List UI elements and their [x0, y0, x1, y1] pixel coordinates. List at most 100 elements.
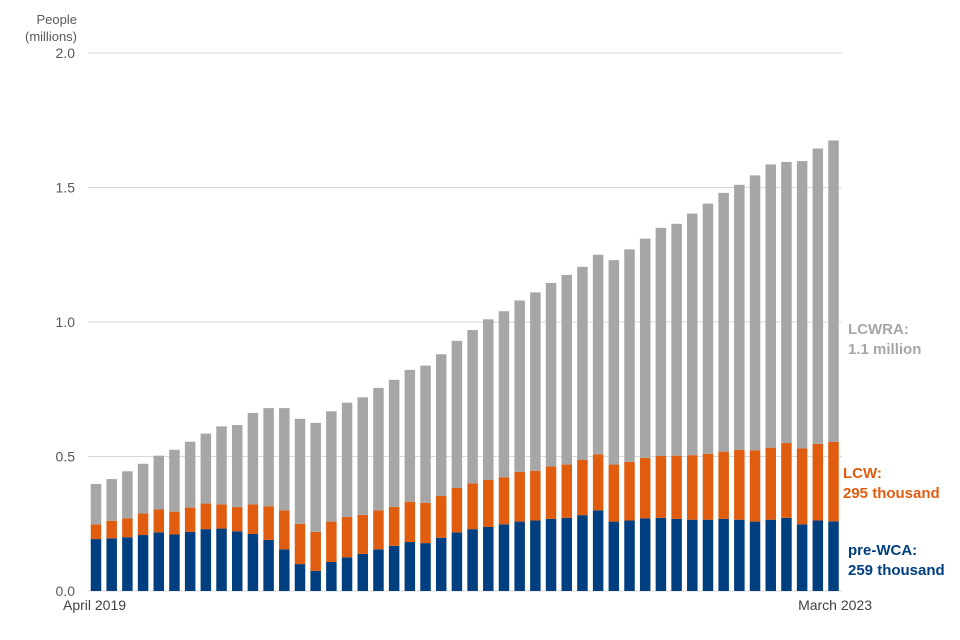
bar-segment-lcw	[216, 504, 227, 529]
bar-segment-lcwra	[137, 463, 149, 514]
bar-segment-lcwra	[734, 184, 745, 450]
y-tick-label: 1.0	[56, 314, 76, 330]
bar-segment-pre-wca	[388, 545, 400, 591]
bar-segment-lcw	[592, 454, 604, 511]
bar-segment-pre-wca	[702, 519, 714, 591]
bar-segment-lcw	[514, 471, 525, 522]
y-tick-labels: 0.0 0.5 1.0 1.5 2.0	[56, 45, 76, 599]
bar-segment-lcwra	[169, 449, 180, 512]
y-tick-label: 1.5	[56, 180, 76, 196]
bar-segment-pre-wca	[122, 537, 133, 591]
bar-segment-pre-wca	[765, 519, 776, 591]
bar-segment-lcw	[137, 513, 149, 536]
bar-segment-lcw	[624, 461, 635, 521]
bar-segment-pre-wca	[828, 521, 839, 591]
bar-segment-pre-wca	[514, 521, 525, 591]
bar-segment-lcwra	[796, 161, 808, 449]
bar-segment-lcwra	[435, 354, 447, 497]
bar-segment-pre-wca	[639, 518, 651, 591]
bar-segment-lcw	[435, 496, 447, 538]
bar-segment-lcwra	[655, 227, 667, 456]
bar-segment-lcwra	[592, 254, 604, 455]
bar-segment-lcwra	[781, 161, 792, 444]
bar-segment-lcwra	[388, 379, 400, 507]
bar-segment-lcwra	[561, 274, 572, 465]
bar-segment-lcw	[420, 502, 431, 544]
bar-segment-lcw	[483, 479, 494, 527]
bar-segment-lcw	[200, 503, 212, 530]
bar-segment-pre-wca	[294, 564, 306, 591]
bar-segment-lcwra	[702, 203, 714, 454]
bar-segment-lcw	[687, 455, 698, 520]
bar-segment-lcwra	[341, 402, 353, 518]
bar-segment-pre-wca	[184, 531, 196, 591]
bar-segment-pre-wca	[106, 538, 117, 591]
bar-segment-lcwra	[373, 387, 384, 511]
bar-segment-lcw	[451, 487, 463, 533]
lcwra-series-label-line-1: LCWRA:	[848, 321, 909, 338]
bar-segment-pre-wca	[624, 520, 635, 591]
bar-segment-lcw	[639, 457, 651, 519]
bar-segment-pre-wca	[231, 531, 243, 591]
bar-segment-lcwra	[671, 223, 682, 456]
lcwra-series-label-line-2: 1.1 million	[848, 341, 921, 358]
bar-segment-lcw	[828, 441, 839, 522]
bar-segment-lcwra	[420, 365, 431, 503]
bar-segment-lcw	[279, 510, 290, 550]
bar-segment-pre-wca	[90, 539, 102, 591]
bar-segment-lcw	[718, 451, 729, 519]
bar-segment-lcw	[231, 507, 243, 532]
bar-segment-lcw	[153, 509, 165, 533]
bar-segment-lcw	[734, 449, 745, 520]
bar-segment-lcwra	[263, 408, 274, 507]
bar-segment-pre-wca	[200, 529, 212, 591]
bar-segment-lcwra	[624, 249, 635, 462]
bar-segment-pre-wca	[796, 524, 808, 591]
bar-segment-lcwra	[200, 433, 212, 504]
bar-segment-lcwra	[467, 330, 478, 484]
bar-segment-pre-wca	[326, 561, 337, 591]
bar-segment-pre-wca	[153, 532, 165, 591]
bar-segment-pre-wca	[781, 517, 792, 591]
bar-segment-lcwra	[294, 418, 306, 524]
bar-segment-pre-wca	[655, 517, 667, 591]
bar-segment-pre-wca	[357, 553, 369, 591]
lcw-series-label-line-2: 295 thousand	[843, 485, 940, 502]
bar-segment-lcwra	[122, 471, 133, 519]
bar-segment-lcw	[326, 521, 337, 562]
bar-segment-lcw	[796, 448, 808, 525]
bar-segment-lcwra	[357, 397, 369, 515]
prewca-series-label-line-2: 259 thousand	[848, 562, 945, 579]
gridlines	[88, 52, 842, 592]
bar-segment-pre-wca	[671, 518, 682, 591]
bar-segment-pre-wca	[812, 520, 824, 591]
bar-segment-lcw	[294, 523, 306, 565]
bar-segment-pre-wca	[263, 539, 274, 591]
bar-segment-lcwra	[498, 311, 510, 478]
bar-segment-lcwra	[530, 292, 541, 471]
bar-segment-lcw	[781, 443, 792, 518]
bar-segment-lcwra	[749, 175, 761, 451]
bar-segment-pre-wca	[247, 533, 259, 591]
bar-segment-lcw	[812, 443, 824, 521]
bar-segment-lcwra	[483, 319, 494, 480]
bar-segment-lcwra	[577, 266, 588, 460]
bar-segment-lcwra	[231, 425, 243, 508]
bar-segment-lcw	[247, 504, 259, 534]
x-end-label: March 2023	[798, 597, 872, 613]
bar-segment-lcw	[373, 510, 384, 550]
bar-segment-pre-wca	[749, 521, 761, 591]
bar-segment-lcw	[671, 455, 682, 519]
bar-segment-lcwra	[718, 192, 729, 452]
bar-segment-lcw	[702, 453, 714, 520]
x-start-label: April 2019	[63, 597, 126, 613]
bar-segment-pre-wca	[687, 519, 698, 591]
bar-segment-pre-wca	[483, 526, 494, 591]
bar-segment-lcw	[106, 520, 117, 539]
bar-segment-lcw	[655, 455, 667, 518]
bar-segment-pre-wca	[718, 518, 729, 591]
bar-segment-lcwra	[608, 260, 620, 465]
bar-segment-pre-wca	[169, 534, 180, 591]
bar-segment-lcw	[90, 524, 102, 540]
